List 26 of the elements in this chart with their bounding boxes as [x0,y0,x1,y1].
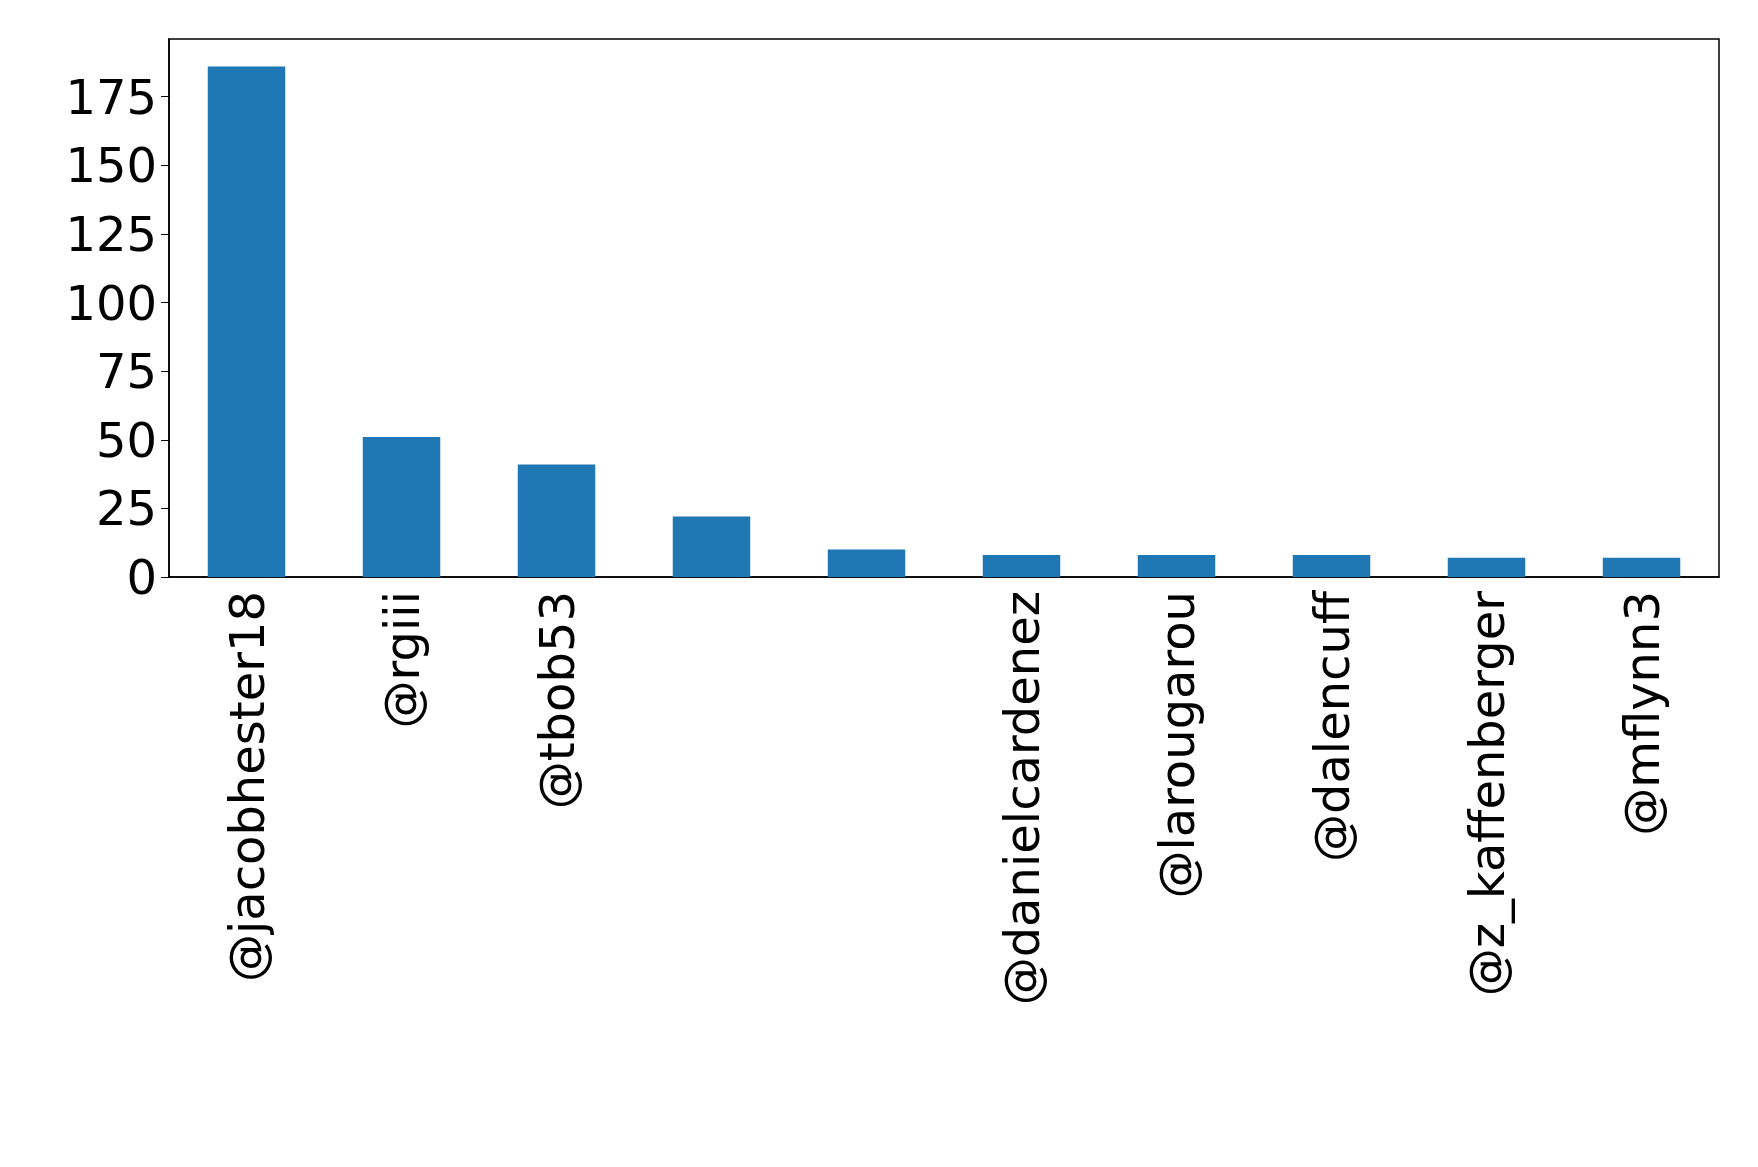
bar [207,66,286,577]
x-tick-label: @z_kaffenberger [1458,590,1515,997]
y-tick-label: 75 [95,343,157,400]
bar [672,516,751,577]
y-tick-label: 125 [65,205,157,262]
bar [1137,555,1216,577]
y-tick-label: 50 [95,411,157,468]
x-tick-label: @tbob53 [528,591,585,810]
y-tick-label: 0 [126,549,157,605]
bar [362,437,441,577]
x-tick-label: @larougarou [1148,591,1205,899]
bar [982,555,1061,577]
bar [1447,557,1526,577]
x-tick-label: @mflynn3 [1613,591,1670,836]
bar [827,549,906,577]
y-tick-label: 175 [65,68,157,125]
x-tick-label: @dalencuff [1303,590,1360,863]
x-tick-label: @rgiii [373,591,430,729]
bar [1292,555,1371,577]
bar [517,464,596,577]
x-tick-label: @danielcardenez [993,591,1050,1006]
y-tick-label: 25 [95,480,157,537]
y-tick-label: 150 [65,137,157,194]
bar [1602,557,1681,577]
x-tick-label: @jacobhester18 [218,591,275,983]
y-tick-label: 100 [65,274,157,331]
